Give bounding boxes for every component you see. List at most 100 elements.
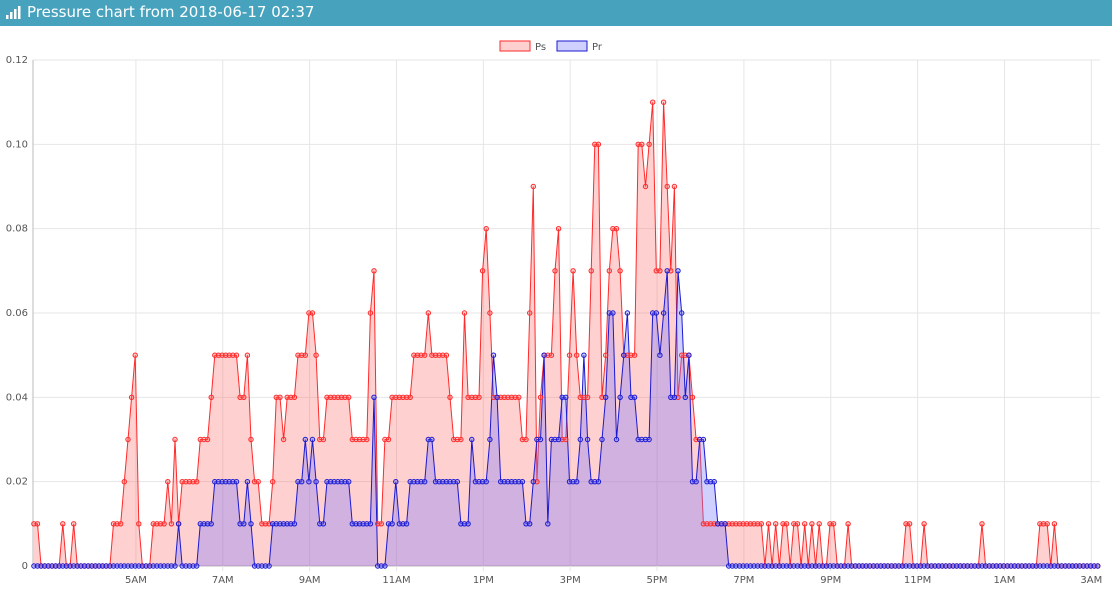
data-point-pr [1026, 563, 1032, 569]
data-point-pr [707, 479, 714, 485]
data-point-pr [1058, 563, 1065, 569]
data-point-pr [704, 479, 710, 485]
data-point-ps [313, 352, 319, 358]
data-point-ps [367, 310, 374, 316]
data-point-ps [284, 394, 290, 400]
data-point-pr [1087, 563, 1094, 569]
data-point-ps [595, 141, 602, 148]
data-point-pr [946, 563, 953, 569]
data-point-pr [867, 563, 873, 569]
data-point-pr [733, 563, 739, 569]
data-point-ps [375, 521, 381, 527]
data-point-ps [378, 521, 384, 527]
data-point-pr [769, 563, 775, 569]
data-point-pr [454, 479, 460, 485]
data-point-ps [248, 436, 254, 443]
data-point-ps [505, 394, 511, 400]
legend-swatch-ps [499, 40, 531, 52]
data-point-pr [689, 479, 696, 485]
data-point-pr [755, 563, 761, 569]
data-point-pr [212, 479, 218, 485]
data-point-pr [393, 479, 399, 485]
data-point-pr [487, 436, 493, 443]
page-header: Pressure chart from 2018-06-17 02:37 [0, 0, 1112, 26]
data-point-ps [758, 521, 764, 527]
data-point-ps [259, 521, 265, 527]
x-tick-label: 9AM [299, 575, 321, 586]
data-point-pr [389, 521, 395, 527]
data-point-pr [870, 563, 877, 569]
data-point-ps [277, 394, 283, 400]
data-point-ps [461, 310, 468, 316]
data-point-pr [1055, 563, 1061, 569]
data-point-pr [552, 436, 558, 443]
data-point-pr [157, 563, 164, 569]
data-point-ps [689, 394, 696, 400]
data-point-pr [899, 563, 906, 569]
data-point-pr [577, 436, 583, 443]
data-point-pr [422, 479, 428, 485]
data-point-ps [295, 352, 301, 358]
data-point-ps [592, 141, 598, 148]
data-point-ps [400, 394, 406, 400]
data-point-ps [396, 394, 403, 400]
data-point-ps [440, 352, 446, 358]
data-point-ps [338, 394, 345, 400]
data-point-ps [118, 521, 124, 527]
data-point-pr [1008, 563, 1014, 569]
data-point-pr [407, 479, 413, 485]
data-point-ps [447, 394, 453, 400]
data-point-pr [479, 479, 486, 485]
data-point-pr [255, 563, 261, 569]
data-point-ps [382, 436, 388, 443]
data-point-ps [179, 479, 185, 485]
data-point-pr [447, 479, 453, 485]
data-point-pr [1084, 563, 1090, 569]
data-point-pr [856, 563, 862, 569]
data-point-pr [570, 479, 576, 485]
data-point-ps [161, 521, 167, 527]
data-point-ps [588, 268, 594, 274]
data-point-ps [650, 99, 656, 105]
data-point-pr [353, 521, 359, 527]
data-point-pr [1015, 563, 1021, 569]
data-point-pr [385, 521, 392, 527]
data-point-pr [642, 436, 649, 443]
data-point-ps [1051, 521, 1058, 527]
data-point-ps [827, 521, 833, 527]
data-point-pr [266, 563, 272, 569]
chart-axes: 0 0.02 0.04 0.06 0.08 0.10 0.12 5AM 7AM 9AM 11AM 1P… [6, 55, 1103, 586]
data-point-pr [364, 521, 370, 527]
data-point-pr [820, 563, 826, 569]
data-point-ps [335, 394, 341, 400]
data-point-ps [603, 352, 609, 358]
data-point-pr [476, 479, 482, 485]
data-point-ps [320, 436, 327, 443]
data-point-pr [682, 394, 688, 400]
data-point-ps [230, 352, 236, 358]
data-point-pr [273, 521, 279, 527]
data-point-pr [472, 479, 479, 485]
data-point-pr [617, 394, 623, 400]
data-point-ps [1040, 521, 1047, 527]
data-point-pr [881, 563, 887, 569]
data-point-pr [541, 352, 547, 358]
data-point-pr [309, 436, 316, 443]
data-point-pr [957, 563, 963, 569]
data-point-ps [545, 352, 551, 358]
data-point-pr [935, 563, 942, 569]
data-point-pr [534, 436, 540, 443]
data-point-ps [212, 352, 218, 358]
data-point-ps [613, 226, 620, 232]
data-point-pr [360, 521, 366, 527]
data-point-pr [342, 479, 348, 485]
data-point-ps [1037, 521, 1043, 527]
data-point-ps [288, 394, 294, 400]
data-point-ps [128, 394, 135, 400]
data-point-pr [686, 352, 692, 358]
data-point-pr [501, 479, 507, 485]
data-point-ps [183, 479, 189, 485]
data-point-ps [472, 394, 479, 400]
data-point-pr [371, 394, 377, 400]
data-point-ps [563, 436, 569, 443]
